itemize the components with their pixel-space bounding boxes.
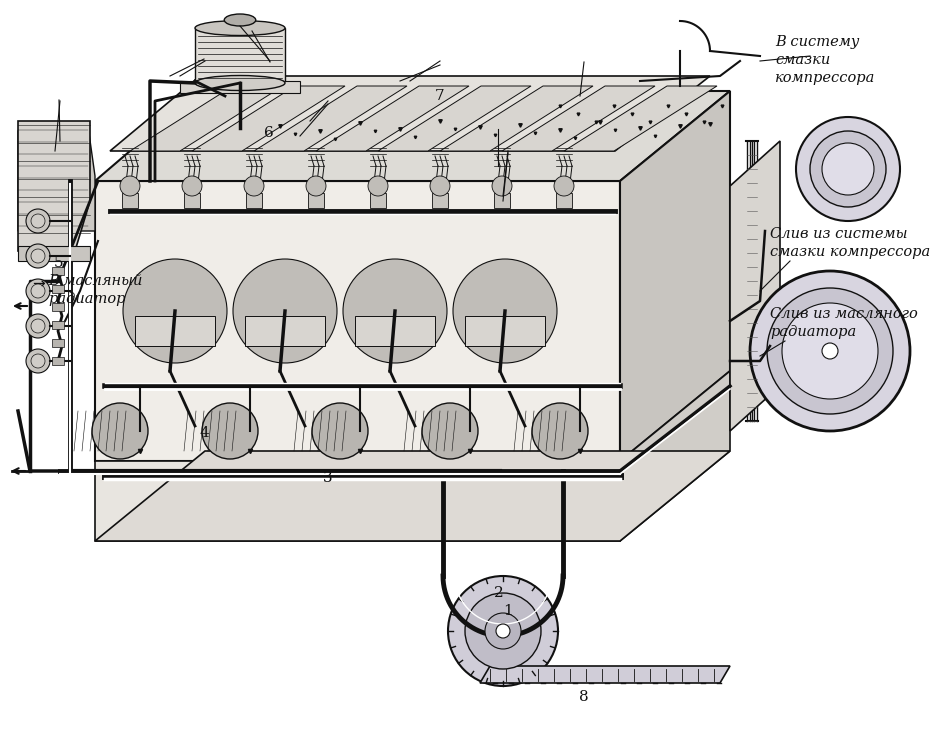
Circle shape (244, 176, 264, 196)
Bar (355, 316, 435, 346)
Circle shape (343, 259, 447, 363)
Polygon shape (378, 86, 531, 151)
Polygon shape (440, 86, 593, 151)
Bar (52, 303, 64, 311)
Bar (556, 193, 572, 208)
Circle shape (554, 176, 574, 196)
Circle shape (182, 176, 202, 196)
Bar (18, 246, 90, 261)
Bar (465, 316, 545, 346)
Text: 7: 7 (435, 90, 444, 103)
Circle shape (31, 354, 45, 368)
Ellipse shape (224, 14, 256, 26)
Bar (180, 81, 300, 93)
Circle shape (782, 303, 878, 399)
Text: 4: 4 (200, 427, 209, 440)
Circle shape (810, 131, 886, 207)
Polygon shape (620, 371, 730, 541)
Polygon shape (95, 461, 620, 541)
Circle shape (822, 343, 838, 359)
Circle shape (306, 176, 326, 196)
Polygon shape (502, 86, 655, 151)
Bar (370, 193, 386, 208)
Bar (52, 339, 64, 347)
Circle shape (368, 176, 388, 196)
Polygon shape (18, 126, 95, 231)
Circle shape (532, 403, 588, 459)
Text: 1: 1 (503, 605, 513, 618)
Text: Слив из системы: Слив из системы (770, 227, 907, 241)
Ellipse shape (195, 21, 285, 36)
Circle shape (31, 249, 45, 263)
Bar (52, 321, 64, 329)
Bar (52, 267, 64, 275)
Text: компрессора: компрессора (775, 71, 875, 85)
Text: 5: 5 (54, 256, 64, 270)
Text: радиатора: радиатора (770, 325, 856, 339)
Text: 6: 6 (264, 127, 274, 140)
Circle shape (123, 259, 227, 363)
Circle shape (202, 403, 258, 459)
Circle shape (448, 576, 558, 686)
Polygon shape (316, 86, 469, 151)
Ellipse shape (195, 76, 285, 90)
Circle shape (31, 284, 45, 298)
Text: Слив из масляного: Слив из масляного (770, 307, 918, 321)
Circle shape (496, 624, 510, 638)
Polygon shape (95, 181, 620, 461)
Polygon shape (130, 86, 283, 151)
Circle shape (120, 176, 140, 196)
Polygon shape (620, 91, 730, 461)
Text: 8: 8 (579, 690, 589, 703)
Circle shape (312, 403, 368, 459)
Circle shape (492, 176, 512, 196)
Circle shape (422, 403, 478, 459)
Circle shape (26, 349, 50, 373)
Circle shape (31, 319, 45, 333)
Circle shape (233, 259, 337, 363)
Bar (184, 193, 200, 208)
Text: смазки: смазки (775, 53, 830, 67)
Bar (122, 193, 138, 208)
Circle shape (31, 214, 45, 228)
Bar (246, 193, 262, 208)
Text: радиатор: радиатор (48, 292, 126, 306)
Bar (245, 316, 325, 346)
Bar (52, 285, 64, 293)
Circle shape (430, 176, 450, 196)
Circle shape (26, 314, 50, 338)
Circle shape (92, 403, 148, 459)
Polygon shape (480, 666, 730, 683)
Circle shape (465, 593, 541, 669)
Text: 3: 3 (323, 471, 333, 485)
Bar (308, 193, 324, 208)
Circle shape (750, 271, 910, 431)
Circle shape (796, 117, 900, 221)
Text: В систему: В систему (775, 35, 860, 49)
Polygon shape (18, 121, 90, 251)
Circle shape (767, 288, 893, 414)
Circle shape (822, 143, 874, 195)
Circle shape (26, 279, 50, 303)
Polygon shape (192, 86, 345, 151)
Polygon shape (95, 91, 730, 181)
Bar (432, 193, 448, 208)
Circle shape (453, 259, 557, 363)
Text: смазки компрессора: смазки компрессора (770, 245, 930, 259)
Bar (52, 357, 64, 365)
Polygon shape (95, 451, 730, 541)
Bar (135, 316, 215, 346)
Circle shape (26, 244, 50, 268)
Text: В масляный: В масляный (48, 274, 143, 288)
Circle shape (485, 613, 521, 649)
Polygon shape (254, 86, 407, 151)
Text: 2: 2 (495, 586, 504, 599)
Text: →: → (32, 276, 45, 291)
Bar (494, 193, 510, 208)
Polygon shape (564, 86, 717, 151)
Polygon shape (730, 141, 780, 431)
Bar (195, 28, 285, 83)
Circle shape (26, 209, 50, 233)
Polygon shape (110, 76, 710, 151)
